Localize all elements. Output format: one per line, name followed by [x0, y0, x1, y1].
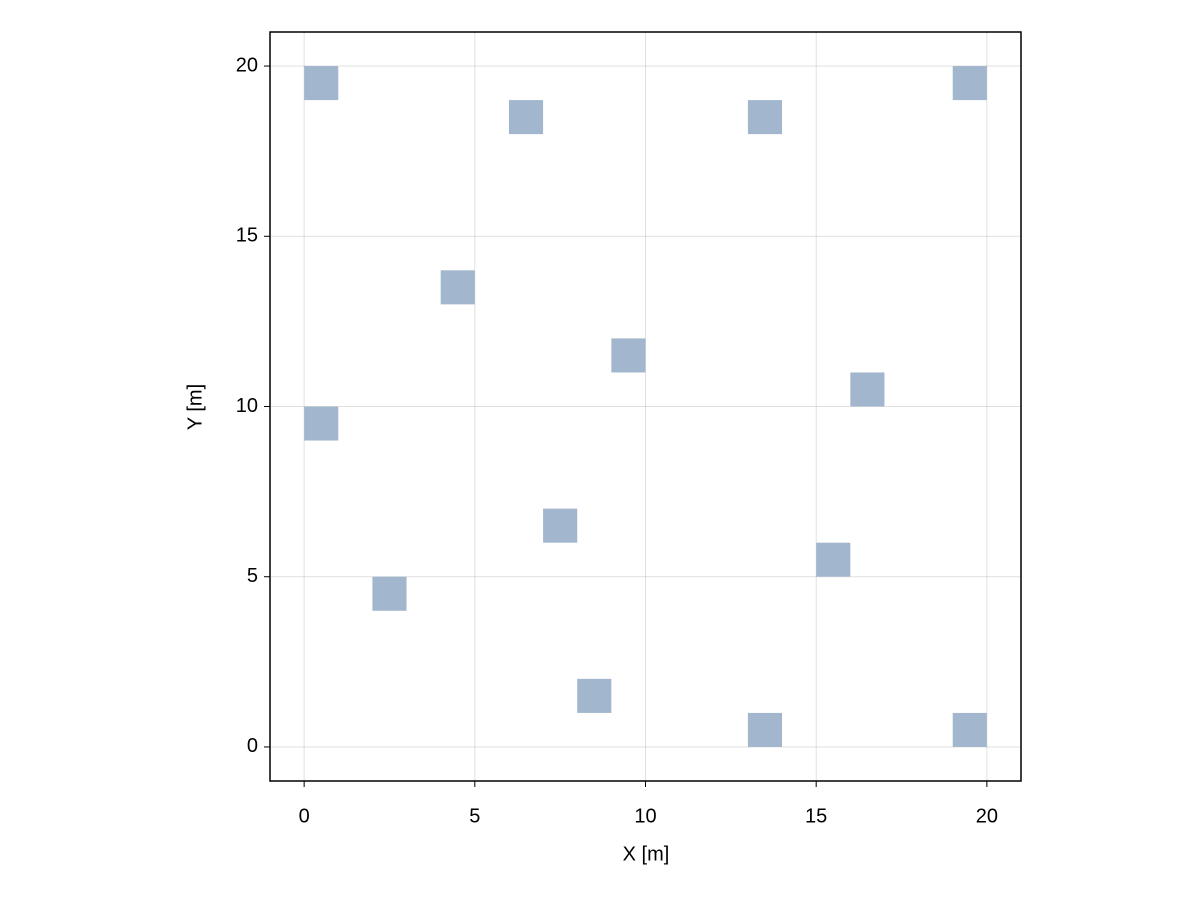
- marker: [850, 372, 885, 407]
- marker: [952, 712, 987, 747]
- marker: [816, 542, 851, 577]
- marker: [543, 508, 578, 543]
- x-tick-label: 5: [469, 805, 480, 827]
- y-tick-label: 10: [236, 395, 258, 417]
- plot-frame: [269, 31, 1022, 782]
- marker: [577, 678, 612, 713]
- marker: [508, 100, 544, 135]
- x-tick-label: 0: [299, 805, 310, 827]
- marker: [304, 406, 339, 441]
- x-tick-label: 10: [634, 805, 656, 827]
- marker: [952, 66, 987, 101]
- y-tick-label: 0: [247, 735, 258, 757]
- marker: [747, 100, 783, 135]
- marker: [611, 338, 646, 373]
- x-tick-label: 15: [805, 805, 827, 827]
- y-tick-label: 20: [236, 54, 258, 76]
- marker: [304, 66, 339, 101]
- x-axis-label: X [m]: [623, 843, 670, 865]
- marker: [372, 576, 407, 611]
- y-tick-label: 15: [236, 225, 258, 247]
- marker: [747, 712, 783, 747]
- marker: [440, 270, 475, 305]
- x-tick-label: 20: [976, 805, 998, 827]
- y-tick-label: 5: [247, 565, 258, 587]
- y-axis-label: Y [m]: [184, 384, 206, 430]
